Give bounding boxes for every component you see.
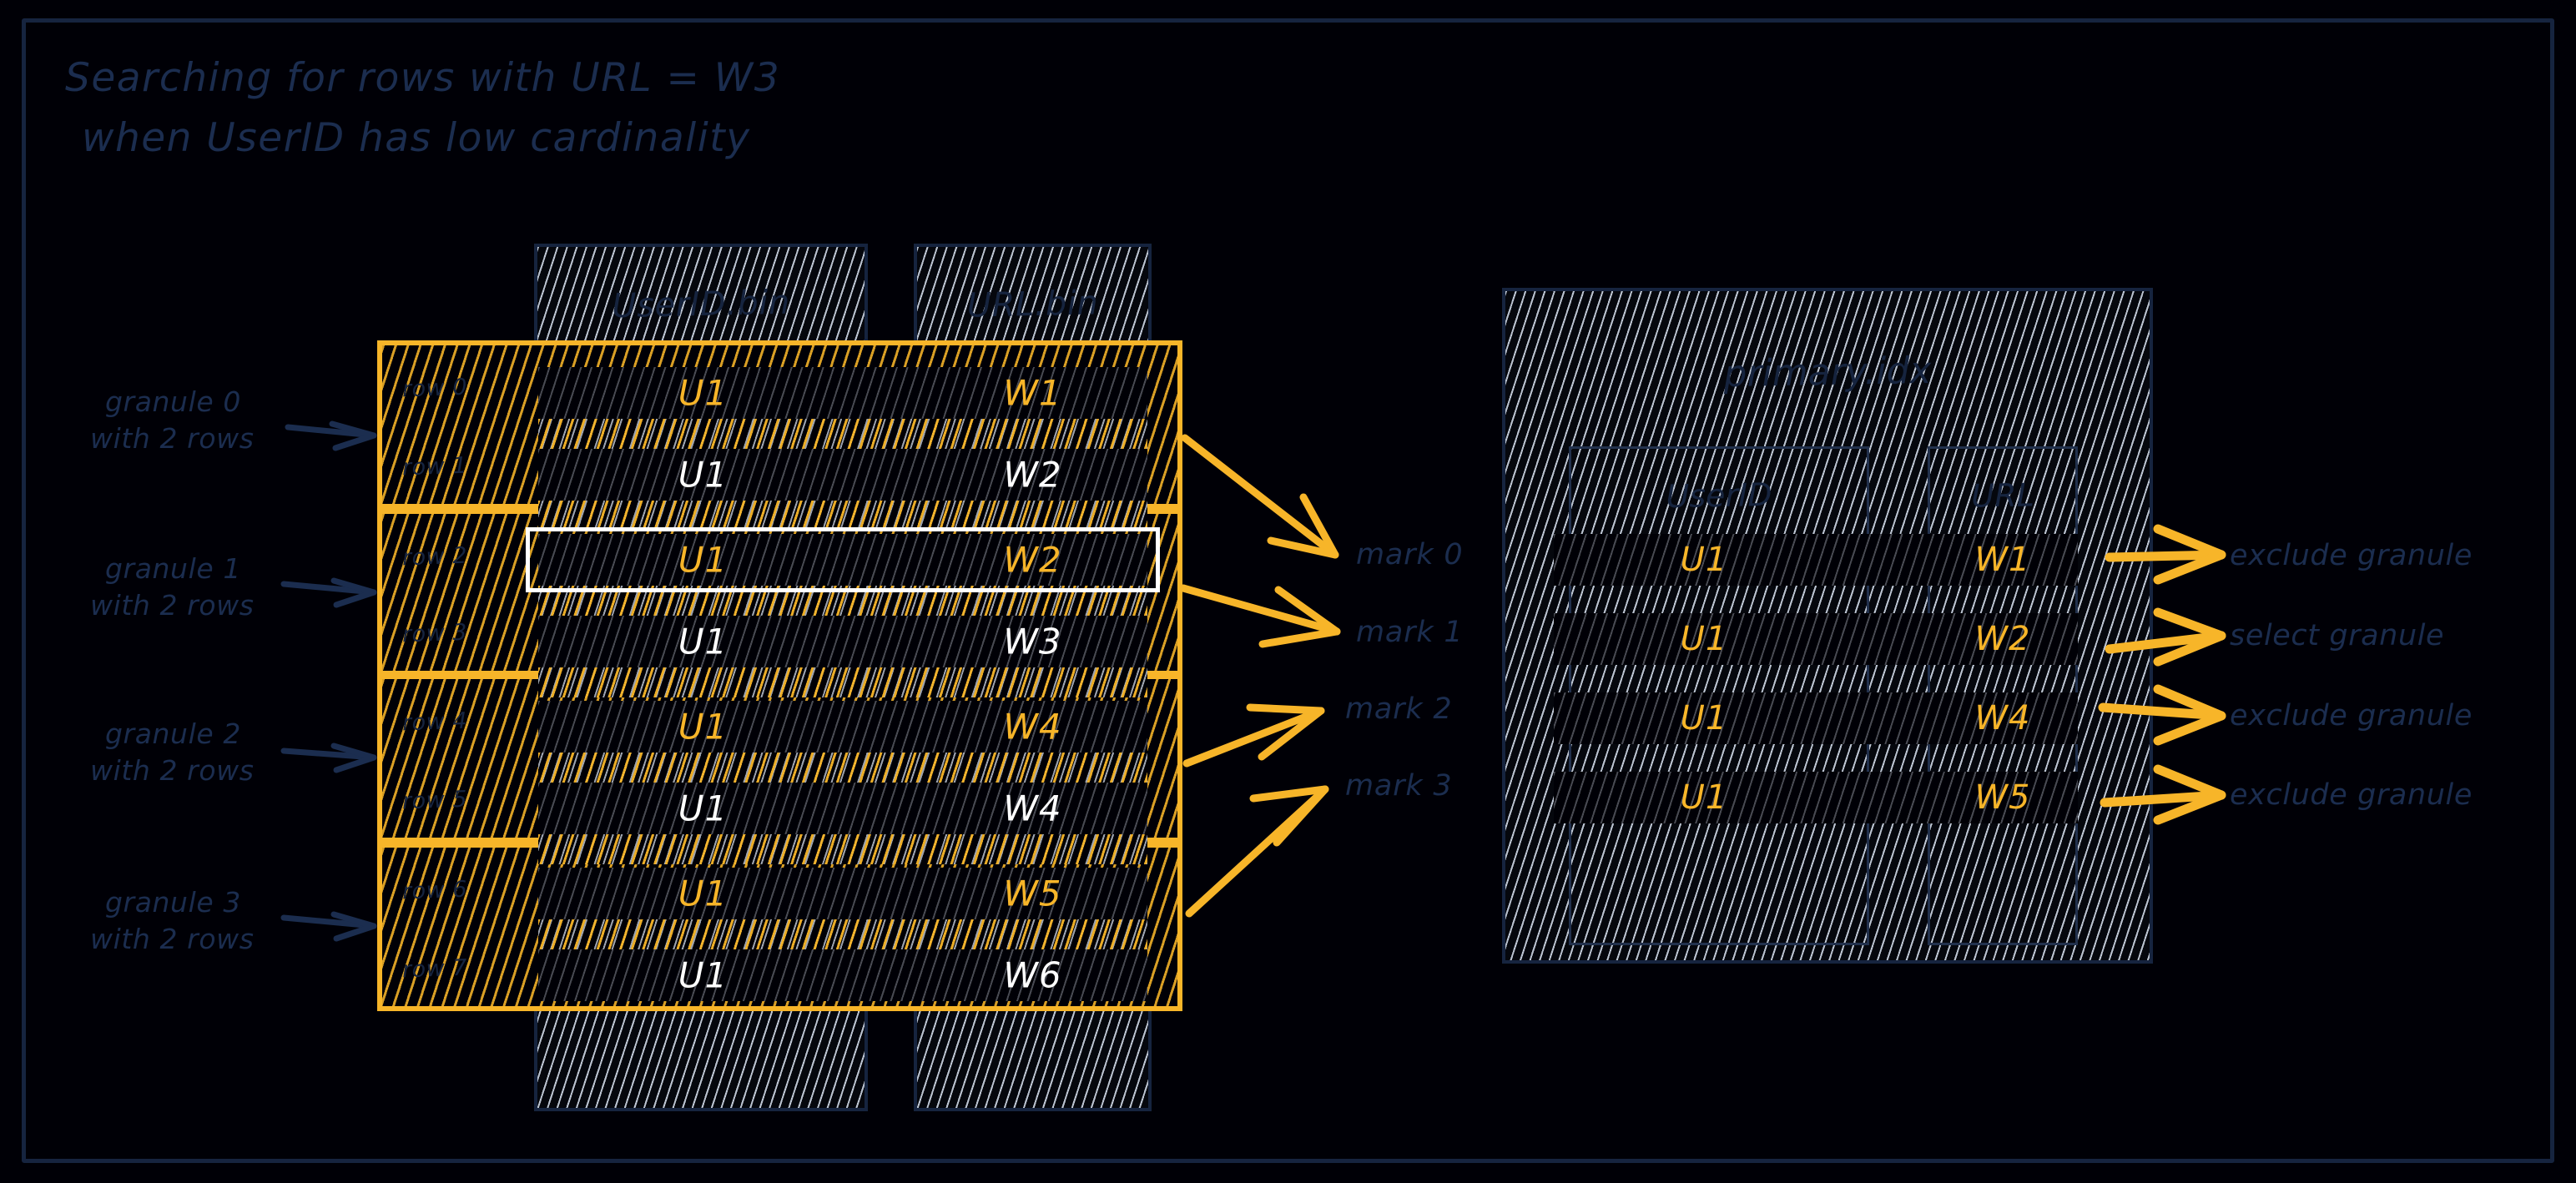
cell-userid-5: U1 xyxy=(678,788,728,829)
table-row-0[interactable]: U1 W1 xyxy=(538,367,1147,419)
idx-row-0[interactable]: U1 W1 xyxy=(1554,534,2078,586)
mark-label-1: mark 1 xyxy=(1356,616,1464,649)
idx-cell-userid-0: U1 xyxy=(1680,541,1728,579)
row-separator-5 xyxy=(538,833,1147,864)
idx-cell-url-0: W1 xyxy=(1974,541,2031,579)
row-label-4: row 4 xyxy=(401,707,468,737)
title-line-2: when UserID has low cardinality xyxy=(82,115,751,161)
table-row-1[interactable]: U1 W2 xyxy=(538,449,1147,501)
table-row-6[interactable]: U1 W5 xyxy=(538,868,1147,919)
action-label-3: exclude granule xyxy=(2230,778,2473,812)
row-label-2: row 2 xyxy=(401,542,468,571)
granule-label-2: granule 2 with 2 rows xyxy=(90,716,255,789)
granule-label-1-line1: granule 1 xyxy=(105,552,241,585)
idx-cell-url-2: W4 xyxy=(1974,699,2031,737)
selected-row-highlight xyxy=(526,527,1160,592)
granule-label-3: granule 3 with 2 rows xyxy=(90,884,255,958)
granule-label-0: granule 0 with 2 rows xyxy=(90,384,255,457)
idx-column-header-userid-label: UserID xyxy=(1666,476,1772,516)
action-label-0: exclude granule xyxy=(2230,539,2473,572)
cell-url-5: W4 xyxy=(1003,788,1062,829)
cell-userid-1: U1 xyxy=(678,454,728,496)
action-label-1: select granule xyxy=(2230,619,2445,652)
idx-row-1[interactable]: U1 W2 xyxy=(1554,613,2078,665)
idx-column-header-url-label: URL xyxy=(1970,476,2035,515)
cell-url-3: W3 xyxy=(1003,621,1062,662)
idx-row-3[interactable]: U1 W5 xyxy=(1554,772,2078,823)
table-row-3[interactable]: U1 W3 xyxy=(538,616,1147,667)
cell-url-4: W4 xyxy=(1003,706,1062,748)
row-label-3: row 3 xyxy=(401,619,468,648)
slide-frame xyxy=(22,18,2554,1163)
idx-column-header-userid: UserID xyxy=(1569,446,1869,545)
row-separator-6 xyxy=(538,918,1147,949)
idx-cell-userid-1: U1 xyxy=(1680,620,1728,658)
row-label-5: row 5 xyxy=(401,786,468,815)
idx-column-header-url: URL xyxy=(1928,446,2078,545)
cell-userid-4: U1 xyxy=(678,706,728,748)
primary-idx-title: primary.idx xyxy=(1723,349,1932,396)
row-separator-0 xyxy=(538,417,1147,449)
idx-cell-url-3: W5 xyxy=(1974,778,2031,817)
mark-label-3: mark 3 xyxy=(1345,769,1453,803)
granule-label-1: granule 1 with 2 rows xyxy=(90,551,255,624)
table-row-2[interactable]: U1 W2 xyxy=(538,534,1147,586)
mark-label-2: mark 2 xyxy=(1345,692,1453,726)
column-header-userid-bin-label: UserID.bin xyxy=(611,283,791,325)
table-row-4[interactable]: U1 W4 xyxy=(538,701,1147,753)
title-line-1: Searching for rows with URL = W3 xyxy=(65,55,781,101)
cell-url-0: W1 xyxy=(1003,372,1062,414)
action-label-2: exclude granule xyxy=(2230,699,2473,732)
row-separator-4 xyxy=(538,751,1147,783)
idx-column-body-userid xyxy=(1569,545,1869,945)
row-label-1: row 1 xyxy=(401,452,468,481)
cell-url-6: W5 xyxy=(1003,873,1062,914)
idx-cell-userid-3: U1 xyxy=(1680,778,1728,817)
granule-label-3-line2: with 2 rows xyxy=(90,923,255,955)
row-separator-3 xyxy=(538,666,1147,697)
row-label-6: row 6 xyxy=(401,876,468,905)
idx-cell-url-1: W2 xyxy=(1974,620,2031,658)
row-label-0: row 0 xyxy=(401,374,468,403)
cell-userid-6: U1 xyxy=(678,873,728,914)
granule-label-0-line1: granule 0 xyxy=(105,385,241,418)
table-row-5[interactable]: U1 W4 xyxy=(538,783,1147,834)
granule-label-3-line1: granule 3 xyxy=(105,886,241,919)
cell-url-7: W6 xyxy=(1003,954,1062,996)
granule-label-2-line2: with 2 rows xyxy=(90,754,255,787)
idx-row-2[interactable]: U1 W4 xyxy=(1554,692,2078,744)
cell-userid-3: U1 xyxy=(678,621,728,662)
row-separator-1 xyxy=(538,499,1147,531)
cell-userid-0: U1 xyxy=(678,372,728,414)
granule-label-1-line2: with 2 rows xyxy=(90,589,255,622)
cell-userid-2: U1 xyxy=(678,539,728,581)
idx-cell-userid-2: U1 xyxy=(1680,699,1728,737)
granule-label-2-line1: granule 2 xyxy=(105,717,241,750)
granule-label-0-line2: with 2 rows xyxy=(90,422,255,455)
table-row-7[interactable]: U1 W6 xyxy=(538,949,1147,1001)
column-header-url-bin-label: URL.bin xyxy=(966,283,1099,325)
mark-label-0: mark 0 xyxy=(1356,538,1464,571)
slide-title: Searching for rows with URL = W3 when Us… xyxy=(65,48,1150,169)
cell-userid-7: U1 xyxy=(678,954,728,996)
cell-url-2: W2 xyxy=(1003,539,1062,581)
idx-column-body-url xyxy=(1928,545,2078,945)
row-label-7: row 7 xyxy=(401,954,468,984)
cell-url-1: W2 xyxy=(1003,454,1062,496)
